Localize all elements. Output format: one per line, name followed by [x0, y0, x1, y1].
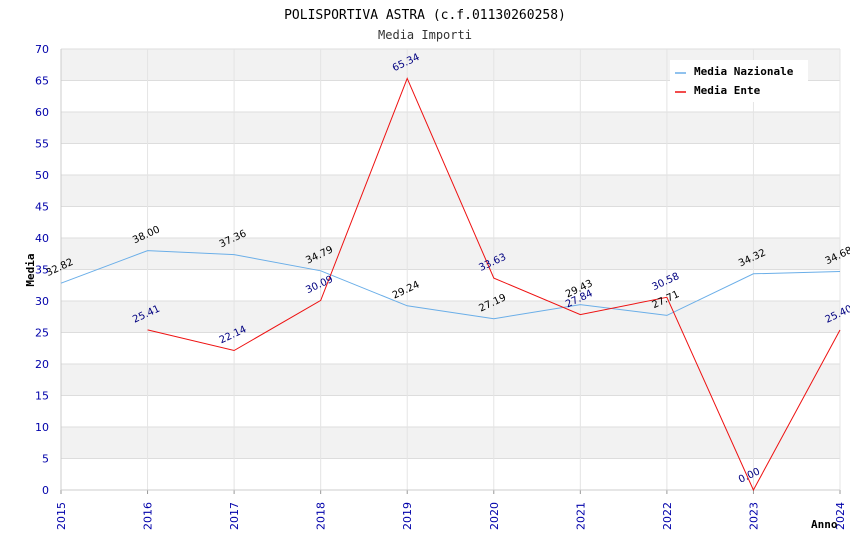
- y-tick-label: 70: [35, 43, 49, 56]
- y-tick-label: 25: [35, 327, 49, 340]
- series-line-media-nazionale: [60, 250, 841, 320]
- legend-box: [670, 60, 808, 102]
- chart-title: POLISPORTIVA ASTRA (c.f.01130260258): [284, 8, 566, 23]
- y-tick-label: 10: [35, 421, 49, 434]
- axes: [60, 49, 841, 494]
- grid-band: [61, 301, 840, 333]
- grid-band: [61, 427, 840, 459]
- y-tick-label: 55: [35, 138, 49, 151]
- x-tick-label: 2023: [747, 502, 760, 530]
- y-tick-label: 35: [35, 264, 49, 277]
- legend: Media Nazionale Media Ente: [670, 60, 808, 102]
- x-tick-label: 2016: [142, 502, 155, 530]
- data-label-media-ente: 30.09: [304, 274, 335, 296]
- y-axis-label: Media: [24, 253, 37, 286]
- y-tick-label: 65: [35, 75, 49, 88]
- y-tick-label: 45: [35, 201, 49, 214]
- data-label-media-nazionale: 32.82: [45, 257, 76, 279]
- y-tick-labels: 0 5 10 15 20 25 30 35 40 45 50 55 60 65 70: [35, 43, 49, 497]
- y-tick-label: 30: [35, 295, 49, 308]
- chart-subtitle: Media Importi: [378, 28, 472, 42]
- y-tick-label: 20: [35, 358, 49, 371]
- legend-label-media-nazionale: Media Nazionale: [694, 65, 794, 78]
- gridlines: [60, 48, 841, 491]
- x-tick-label: 2020: [488, 502, 501, 530]
- series-lines: [60, 77, 841, 492]
- x-tick-label: 2024: [834, 502, 847, 530]
- background-bands: [61, 49, 840, 459]
- x-tick-label: 2018: [315, 502, 328, 530]
- x-tick-label: 2017: [228, 502, 241, 530]
- data-label-media-ente: 0.00: [737, 466, 762, 485]
- grid-band: [61, 112, 840, 144]
- y-tick-label: 0: [42, 484, 49, 497]
- x-tick-label: 2019: [401, 502, 414, 530]
- grid-band: [61, 175, 840, 207]
- x-axis-label: Anno: [811, 518, 838, 531]
- x-tick-labels: 2015 2016 2017 2018 2019 2020 2021 2022 2023 2024: [55, 502, 847, 530]
- y-tick-label: 5: [42, 453, 49, 466]
- y-tick-label: 40: [35, 232, 49, 245]
- legend-label-media-ente: Media Ente: [694, 84, 761, 97]
- y-tick-label: 15: [35, 390, 49, 403]
- x-tick-label: 2015: [55, 502, 68, 530]
- x-tick-label: 2022: [661, 502, 674, 530]
- x-tick-label: 2021: [574, 502, 587, 530]
- grid-band: [61, 238, 840, 270]
- grid-band: [61, 364, 840, 396]
- y-tick-label: 60: [35, 106, 49, 119]
- y-tick-label: 50: [35, 169, 49, 182]
- series-line-media-ente: [147, 77, 841, 492]
- data-label-media-nazionale: 29.24: [391, 279, 422, 301]
